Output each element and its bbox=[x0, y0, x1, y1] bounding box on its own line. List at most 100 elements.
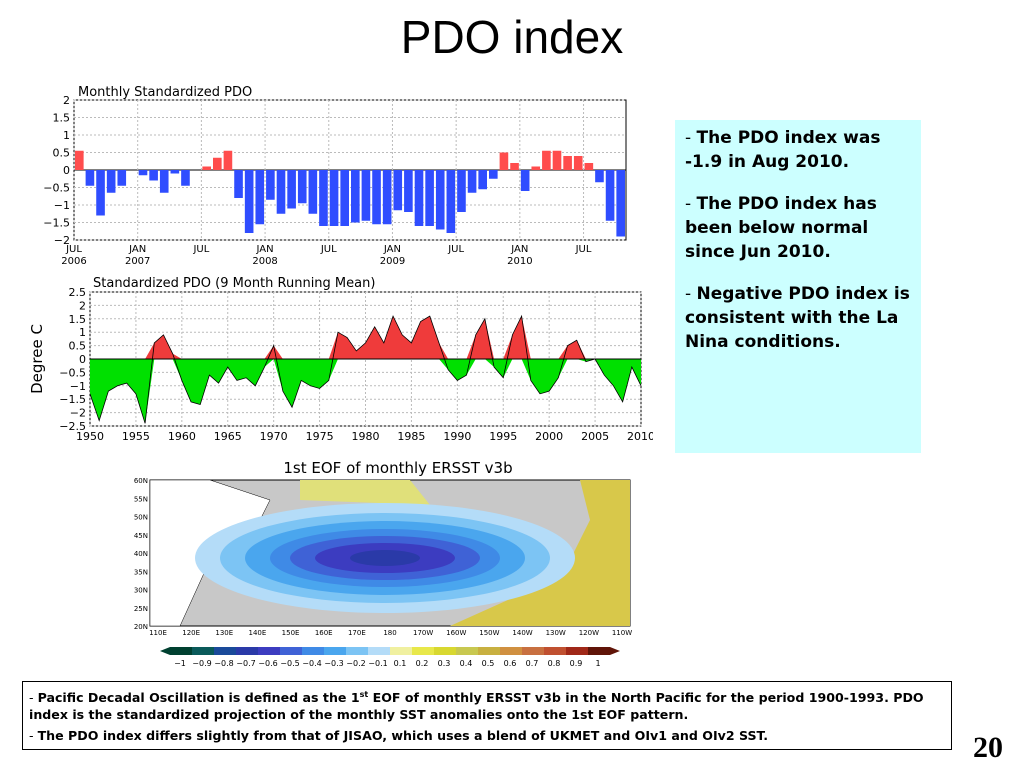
chart1-bar bbox=[372, 170, 381, 225]
chart2-xtick-label: 2010 bbox=[627, 430, 653, 443]
footer-notes: - Pacific Decadal Oscillation is defined… bbox=[22, 681, 952, 750]
chart1-bar bbox=[393, 170, 403, 211]
chart3-colorbar-label: 0.8 bbox=[548, 659, 561, 668]
chart1-ytick-label: −2 bbox=[54, 234, 70, 247]
chart1-xtick-year: 2007 bbox=[125, 256, 150, 267]
chart3-colorbar-left-arrow bbox=[160, 647, 170, 655]
chart2-xtick-label: 1950 bbox=[76, 430, 104, 443]
info-item-3: - Negative PDO index is consistent with … bbox=[685, 284, 910, 352]
chart3-lat-label: 20N bbox=[134, 623, 148, 631]
chart1-bar bbox=[542, 150, 551, 170]
chart3-lon-label: 110W bbox=[612, 629, 632, 637]
chart1-bar bbox=[223, 150, 233, 170]
chart3-lon-label: 120W bbox=[579, 629, 599, 637]
chart3-colorbar-label: 0.6 bbox=[504, 659, 517, 668]
footer-line-2-text: The PDO index differs slightly from that… bbox=[37, 728, 769, 744]
chart3-lat-label: 55N bbox=[134, 495, 148, 503]
chart1-ytick-label: −0.5 bbox=[43, 182, 70, 195]
chart2-xtick-label: 1980 bbox=[352, 430, 380, 443]
info-item-1-text: The PDO index was -1.9 in Aug 2010. bbox=[685, 128, 881, 172]
chart3-lon-label: 110E bbox=[149, 629, 167, 637]
running-mean-pdo-chart: Standardized PDO (9 Month Running Mean) D… bbox=[28, 276, 653, 443]
chart2-ytick-label: −0.5 bbox=[59, 366, 86, 379]
chart1-bar bbox=[213, 157, 222, 170]
chart1-xtick-year: 2009 bbox=[380, 256, 405, 267]
chart3-colorbar-label: 0.1 bbox=[394, 659, 407, 668]
chart3-colorbar-label: −0.9 bbox=[192, 659, 211, 668]
chart3-lon-label: 130W bbox=[546, 629, 566, 637]
chart1-bar bbox=[520, 170, 530, 191]
chart3-lon-label: 130E bbox=[215, 629, 233, 637]
chart1-bar bbox=[117, 170, 127, 186]
chart3-colorbar-swatch bbox=[170, 647, 192, 655]
chart1-bar bbox=[351, 170, 360, 223]
chart3-title: 1st EOF of monthly ERSST v3b bbox=[283, 459, 512, 477]
info-item-2-text: The PDO index has been below normal sinc… bbox=[685, 194, 877, 262]
chart1-bar bbox=[170, 170, 180, 174]
chart3-colorbar-swatch bbox=[522, 647, 544, 655]
chart3-colorbar-label: 0.7 bbox=[526, 659, 539, 668]
chart2-xtick-label: 2005 bbox=[581, 430, 609, 443]
chart1-ytick-label: 1 bbox=[63, 129, 70, 142]
chart3-lat-label: 50N bbox=[134, 514, 148, 522]
chart2-ytick-label: −1.5 bbox=[59, 393, 86, 406]
chart1-xtick-month: JAN bbox=[510, 244, 528, 255]
chart3-lon-label: 170E bbox=[348, 629, 366, 637]
chart1-bar bbox=[149, 170, 158, 181]
monthly-pdo-chart: Monthly Standardized PDO 2 1.5 1 0.5 0 −0.5 −1 −… bbox=[43, 85, 627, 267]
chart1-bar bbox=[404, 170, 413, 212]
chart1-ytick-label: 2 bbox=[63, 94, 70, 107]
chart3-lat-label: 40N bbox=[134, 550, 148, 558]
chart1-ytick-label: −1 bbox=[54, 199, 70, 212]
info-item-3-text: Negative PDO index is consistent with th… bbox=[685, 284, 910, 352]
chart3-colorbar-right-arrow bbox=[610, 647, 620, 655]
chart1-xtick-year: 2008 bbox=[252, 256, 277, 267]
chart3-lat-label: 25N bbox=[134, 605, 148, 613]
chart2-ytick-label: −2.5 bbox=[59, 420, 86, 433]
chart1-xtick-month: JAN bbox=[128, 244, 146, 255]
info-item-1: - The PDO index was -1.9 in Aug 2010. bbox=[685, 128, 881, 172]
chart2-xtick-label: 1955 bbox=[122, 430, 150, 443]
chart3-colorbar-swatch bbox=[214, 647, 236, 655]
chart1-ytick-label: 0 bbox=[63, 164, 70, 177]
chart3-colorbar-swatch bbox=[346, 647, 368, 655]
chart2-ytick-label: 1 bbox=[79, 326, 86, 339]
chart3-lat-label: 60N bbox=[134, 477, 148, 485]
chart3-north-pattern bbox=[300, 480, 430, 505]
chart3-lon-label: 160E bbox=[315, 629, 333, 637]
chart1-bar bbox=[287, 170, 296, 209]
chart3-lon-label: 150E bbox=[282, 629, 300, 637]
chart1-bar bbox=[531, 166, 541, 170]
chart3-colorbar-swatch bbox=[478, 647, 500, 655]
chart1-bar bbox=[467, 170, 477, 193]
chart2-ytick-label: 2 bbox=[79, 299, 86, 312]
chart2-ytick-label: −1 bbox=[70, 380, 86, 393]
chart1-ytick-label: 1.5 bbox=[53, 112, 71, 125]
chart1-bar bbox=[255, 170, 265, 225]
footer-line-1-pre: Pacific Decadal Oscillation is defined a… bbox=[37, 690, 360, 706]
chart3-east-pattern bbox=[450, 480, 630, 626]
slide-title: PDO index bbox=[400, 11, 624, 63]
chart1-bar bbox=[159, 170, 169, 193]
chart2-ytick-label: 1.5 bbox=[69, 313, 87, 326]
chart3-lat-label: 35N bbox=[134, 568, 148, 576]
chart1-bar bbox=[489, 170, 498, 179]
chart2-xtick-label: 2000 bbox=[535, 430, 563, 443]
chart1-bar bbox=[573, 156, 583, 170]
chart2-xtick-label: 1975 bbox=[306, 430, 334, 443]
chart1-bar bbox=[75, 150, 84, 170]
chart2-positive-area bbox=[90, 316, 641, 359]
chart3-colorbar-label: −0.6 bbox=[258, 659, 277, 668]
chart1-bar bbox=[478, 170, 487, 190]
chart1-bar bbox=[616, 170, 625, 237]
chart1-bar bbox=[435, 170, 445, 230]
chart2-xtick-label: 1970 bbox=[260, 430, 288, 443]
chart3-colorbar-swatch bbox=[236, 647, 258, 655]
chart3-colorbar-label: −0.3 bbox=[324, 659, 343, 668]
chart1-xtick-month: JUL bbox=[192, 244, 209, 255]
chart3-colorbar-swatch bbox=[566, 647, 588, 655]
chart2-xtick-label: 1965 bbox=[214, 430, 242, 443]
chart1-bar bbox=[244, 170, 254, 233]
footer-line-1-post: EOF of monthly ERSST v3b in the North Pa… bbox=[29, 690, 924, 723]
chart2-negative-area bbox=[90, 359, 641, 424]
